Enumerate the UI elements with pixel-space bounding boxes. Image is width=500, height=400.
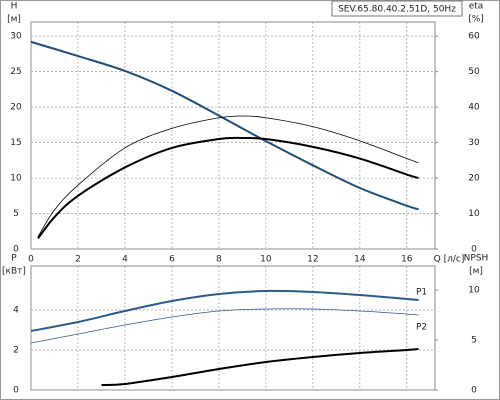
y2-axis-label: NPSH — [464, 254, 489, 264]
y2-tick-label: 60 — [468, 32, 480, 42]
title-box — [331, 0, 463, 17]
y2-tick-label: 10 — [468, 286, 480, 296]
y2-tick-label: 50 — [468, 67, 480, 77]
curve — [30, 289, 419, 332]
y-tick-label: 10 — [10, 174, 22, 184]
y-tick-label: 30 — [10, 32, 22, 42]
y-axis-label: H — [11, 2, 18, 12]
plot-frame — [30, 265, 436, 391]
x-tick-label: 2 — [75, 255, 81, 265]
curve — [101, 348, 419, 386]
y2-tick-label: 40 — [468, 103, 480, 113]
y2-tick-label: 0 — [471, 386, 477, 396]
x-tick-label: 6 — [169, 255, 175, 265]
y-tick-label: 2 — [13, 346, 19, 356]
x-tick-label: 10 — [260, 255, 272, 265]
y2-axis-label: eta — [469, 2, 484, 12]
curve — [37, 136, 419, 239]
plot-frame — [30, 21, 436, 250]
y-tick-label: 15 — [10, 138, 21, 148]
y-tick-label: 5 — [13, 209, 19, 219]
y-tick-label: 0 — [13, 245, 19, 255]
y-axis-label: [м] — [7, 15, 21, 25]
x-tick-label: 16 — [401, 255, 413, 265]
x-tick-label: 4 — [122, 255, 128, 265]
y2-axis-label: [%] — [468, 15, 484, 25]
y-axis-label: P — [11, 254, 17, 264]
curve — [37, 115, 419, 237]
y-tick-label: 25 — [10, 67, 21, 77]
x-axis-label: Q [л/с] — [434, 255, 465, 265]
series-label: P1 — [416, 288, 427, 298]
y-axis-label: [кВт] — [2, 267, 26, 277]
y2-tick-label: 0 — [471, 245, 477, 255]
series-label: P2 — [416, 323, 427, 333]
x-tick-label: 8 — [216, 255, 222, 265]
y-tick-label: 20 — [10, 103, 22, 113]
y-tick-label: 4 — [13, 306, 19, 316]
x-tick-label: 14 — [354, 255, 366, 265]
y2-axis-label: [м] — [469, 267, 483, 277]
chart-title: SEV.65.80.40.2.51D, 50Hz — [338, 5, 456, 15]
y2-tick-label: 20 — [468, 174, 480, 184]
x-tick-label: 12 — [307, 255, 318, 265]
y2-tick-label: 10 — [468, 209, 480, 219]
y-tick-label: 0 — [13, 386, 19, 396]
curve — [30, 40, 419, 211]
x-tick-label: 0 — [28, 255, 34, 265]
curve — [30, 308, 419, 344]
y2-tick-label: 5 — [471, 336, 477, 346]
y2-tick-label: 30 — [468, 138, 480, 148]
